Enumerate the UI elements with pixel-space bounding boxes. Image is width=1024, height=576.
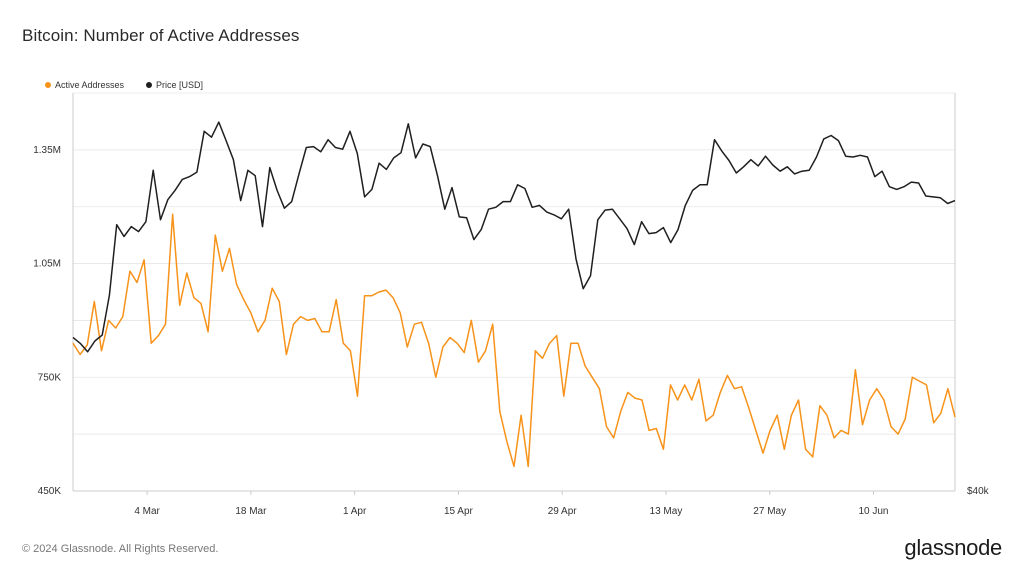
x-tick-label-1: 18 Mar [235,506,267,517]
x-tick-label-5: 13 May [650,506,683,517]
x-tick-label-4: 29 Apr [548,506,578,517]
legend-item-price[interactable]: Price [USD] [146,80,203,90]
y-right-tick-label-0: $40k [967,486,990,497]
legend-dot-active-icon [45,82,51,88]
legend: Active Addresses Price [USD] [45,80,203,90]
y-left-tick-label-2: 1.05M [33,259,61,270]
series-line-price [72,121,956,353]
x-tick-label-7: 10 Jun [858,506,888,517]
legend-label-active: Active Addresses [55,80,125,90]
x-tick-label-0: 4 Mar [134,506,160,517]
x-tick-label-6: 27 May [753,506,786,517]
y-left-tick-label-3: 1.35M [33,145,61,156]
series-line-active-addresses [72,213,956,468]
x-tick-label-3: 15 Apr [444,506,474,517]
legend-label-price: Price [USD] [156,80,204,90]
legend-item-active-addresses[interactable]: Active Addresses [45,80,124,90]
y-left-tick-label-0: 450K [38,486,62,497]
y-left-tick-label-1: 750K [38,372,62,383]
copyright-footer: © 2024 Glassnode. All Rights Reserved. [22,543,219,555]
chart-title: Bitcoin: Number of Active Addresses [22,26,300,45]
glassnode-logo[interactable]: glassnode [904,535,1002,560]
x-tick-label-2: 1 Apr [343,506,367,517]
legend-dot-price-icon [146,82,153,88]
